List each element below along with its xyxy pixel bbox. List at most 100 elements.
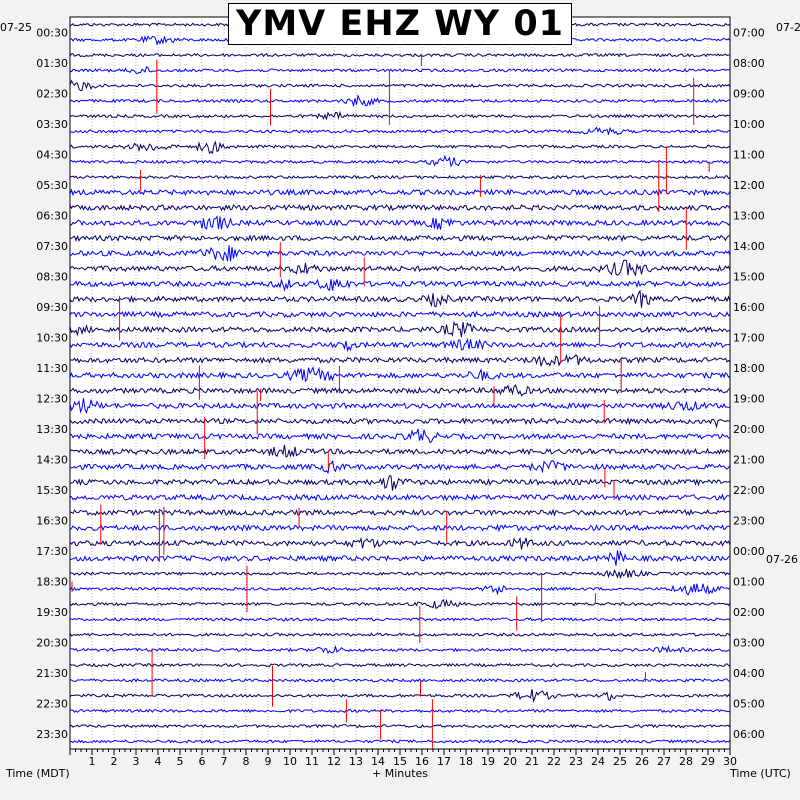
x-tick-label-21: 21 [525, 755, 539, 768]
x-tick-label-2: 2 [111, 755, 118, 768]
x-tick-label-18: 18 [459, 755, 473, 768]
right-hour-label: 00:00 [733, 545, 765, 558]
trace-37 [69, 583, 731, 596]
seismic-traces [69, 18, 731, 744]
x-tick-label-8: 8 [243, 755, 250, 768]
right-hour-label: 10:00 [733, 118, 765, 131]
trace-41 [69, 644, 731, 655]
trace-30 [69, 475, 731, 491]
right-hour-label: 13:00 [733, 209, 765, 222]
right-date-label-mid: 07-26 [766, 553, 798, 566]
x-tick-label-17: 17 [437, 755, 451, 768]
trace-8 [69, 140, 731, 155]
right-hour-label: 02:00 [733, 606, 765, 619]
trace-45 [70, 708, 731, 714]
left-hour-label: 17:30 [36, 545, 68, 558]
x-tick-label-29: 29 [701, 755, 715, 768]
right-hour-label: 23:00 [733, 514, 765, 527]
trace-19 [69, 310, 731, 319]
left-hour-label: 23:30 [36, 728, 68, 741]
right-hour-label: 15:00 [733, 270, 765, 283]
trace-38 [69, 598, 731, 610]
left-hour-label: 03:30 [36, 118, 68, 131]
x-tick-label-4: 4 [155, 755, 162, 768]
x-tick-label-20: 20 [503, 755, 517, 768]
x-axis-label: + Minutes [372, 767, 428, 780]
left-hour-label: 02:30 [36, 87, 68, 100]
left-hour-labels: 00:30 01:30 02:30 03:30 04:30 05:30 06:30 07:30… [36, 26, 68, 741]
right-hour-label: 12:00 [733, 179, 765, 192]
trace-13 [69, 215, 731, 230]
trace-21 [69, 337, 731, 353]
clipped-events [71, 54, 710, 749]
right-hour-label: 06:00 [733, 728, 765, 741]
right-hour-label: 03:00 [733, 636, 765, 649]
trace-23 [69, 366, 731, 383]
x-tick-label-27: 27 [657, 755, 671, 768]
left-hour-label: 11:30 [36, 362, 68, 375]
left-hour-label: 22:30 [36, 697, 68, 710]
left-hour-label: 20:30 [36, 636, 68, 649]
left-date-label: 07-25 [0, 21, 32, 34]
right-hour-label: 21:00 [733, 453, 765, 466]
trace-32 [69, 508, 731, 517]
trace-4 [69, 79, 731, 92]
left-hour-label: 14:30 [36, 453, 68, 466]
trace-9 [69, 154, 731, 168]
trace-29 [69, 459, 731, 475]
trace-46 [69, 723, 731, 729]
left-hour-label: 01:30 [36, 57, 68, 70]
x-tick-label-28: 28 [679, 755, 693, 768]
right-hour-labels: 07:00 08:00 09:00 10:00 11:00 12:00 13:00 14:00… [733, 26, 765, 741]
trace-34 [69, 536, 731, 550]
left-hour-label: 08:30 [36, 270, 68, 283]
trace-22 [70, 353, 731, 367]
x-tick-label-11: 11 [305, 755, 319, 768]
right-hour-label: 18:00 [733, 362, 765, 375]
trace-40 [69, 632, 731, 637]
right-hour-label: 19:00 [733, 392, 765, 405]
x-tick-label-5: 5 [177, 755, 184, 768]
x-tick-label-23: 23 [569, 755, 583, 768]
x-tick-label-13: 13 [349, 755, 363, 768]
x-tick-label-15: 15 [393, 755, 407, 768]
x-tick-label-1: 1 [89, 755, 96, 768]
trace-20 [69, 320, 731, 338]
left-hour-label: 18:30 [36, 575, 68, 588]
left-hour-label: 19:30 [36, 606, 68, 619]
right-hour-label: 17:00 [733, 331, 765, 344]
trace-18 [69, 289, 731, 308]
left-hour-label: 05:30 [36, 179, 68, 192]
x-tick-label-22: 22 [547, 755, 561, 768]
left-hour-label: 00:30 [36, 26, 68, 39]
left-hour-label: 07:30 [36, 240, 68, 253]
x-tick-label-7: 7 [221, 755, 228, 768]
trace-26 [69, 417, 731, 429]
x-tick-label-16: 16 [415, 755, 429, 768]
right-hour-label: 11:00 [733, 148, 765, 161]
trace-11 [69, 188, 731, 197]
x-tick-label-9: 9 [265, 755, 272, 768]
minute-gridlines [91, 17, 709, 749]
right-hour-label: 09:00 [733, 87, 765, 100]
x-tick-label-6: 6 [199, 755, 206, 768]
left-hour-label: 09:30 [36, 301, 68, 314]
left-hour-label: 15:30 [36, 484, 68, 497]
trace-24 [69, 384, 731, 397]
left-hour-label: 06:30 [36, 209, 68, 222]
right-hour-label: 01:00 [733, 575, 765, 588]
left-hour-label: 10:30 [36, 331, 68, 344]
trace-15 [69, 245, 731, 262]
x-tick-label-12: 12 [327, 755, 341, 768]
left-hour-label: 13:30 [36, 423, 68, 436]
trace-16 [69, 259, 731, 277]
left-axis-label: Time (MDT) [5, 767, 70, 780]
x-axis-ticks: 1 2 3 4 5 6 7 8 9 10 11 12 13 14 15 16 17 18 19 20 21 22 23 24 2… [69, 749, 737, 768]
x-tick-label-26: 26 [635, 755, 649, 768]
right-axis-label: Time (UTC) [729, 767, 791, 780]
x-tick-label-24: 24 [591, 755, 605, 768]
x-tick-label-3: 3 [133, 755, 140, 768]
x-tick-label-14: 14 [371, 755, 385, 768]
right-hour-label: 08:00 [733, 57, 765, 70]
